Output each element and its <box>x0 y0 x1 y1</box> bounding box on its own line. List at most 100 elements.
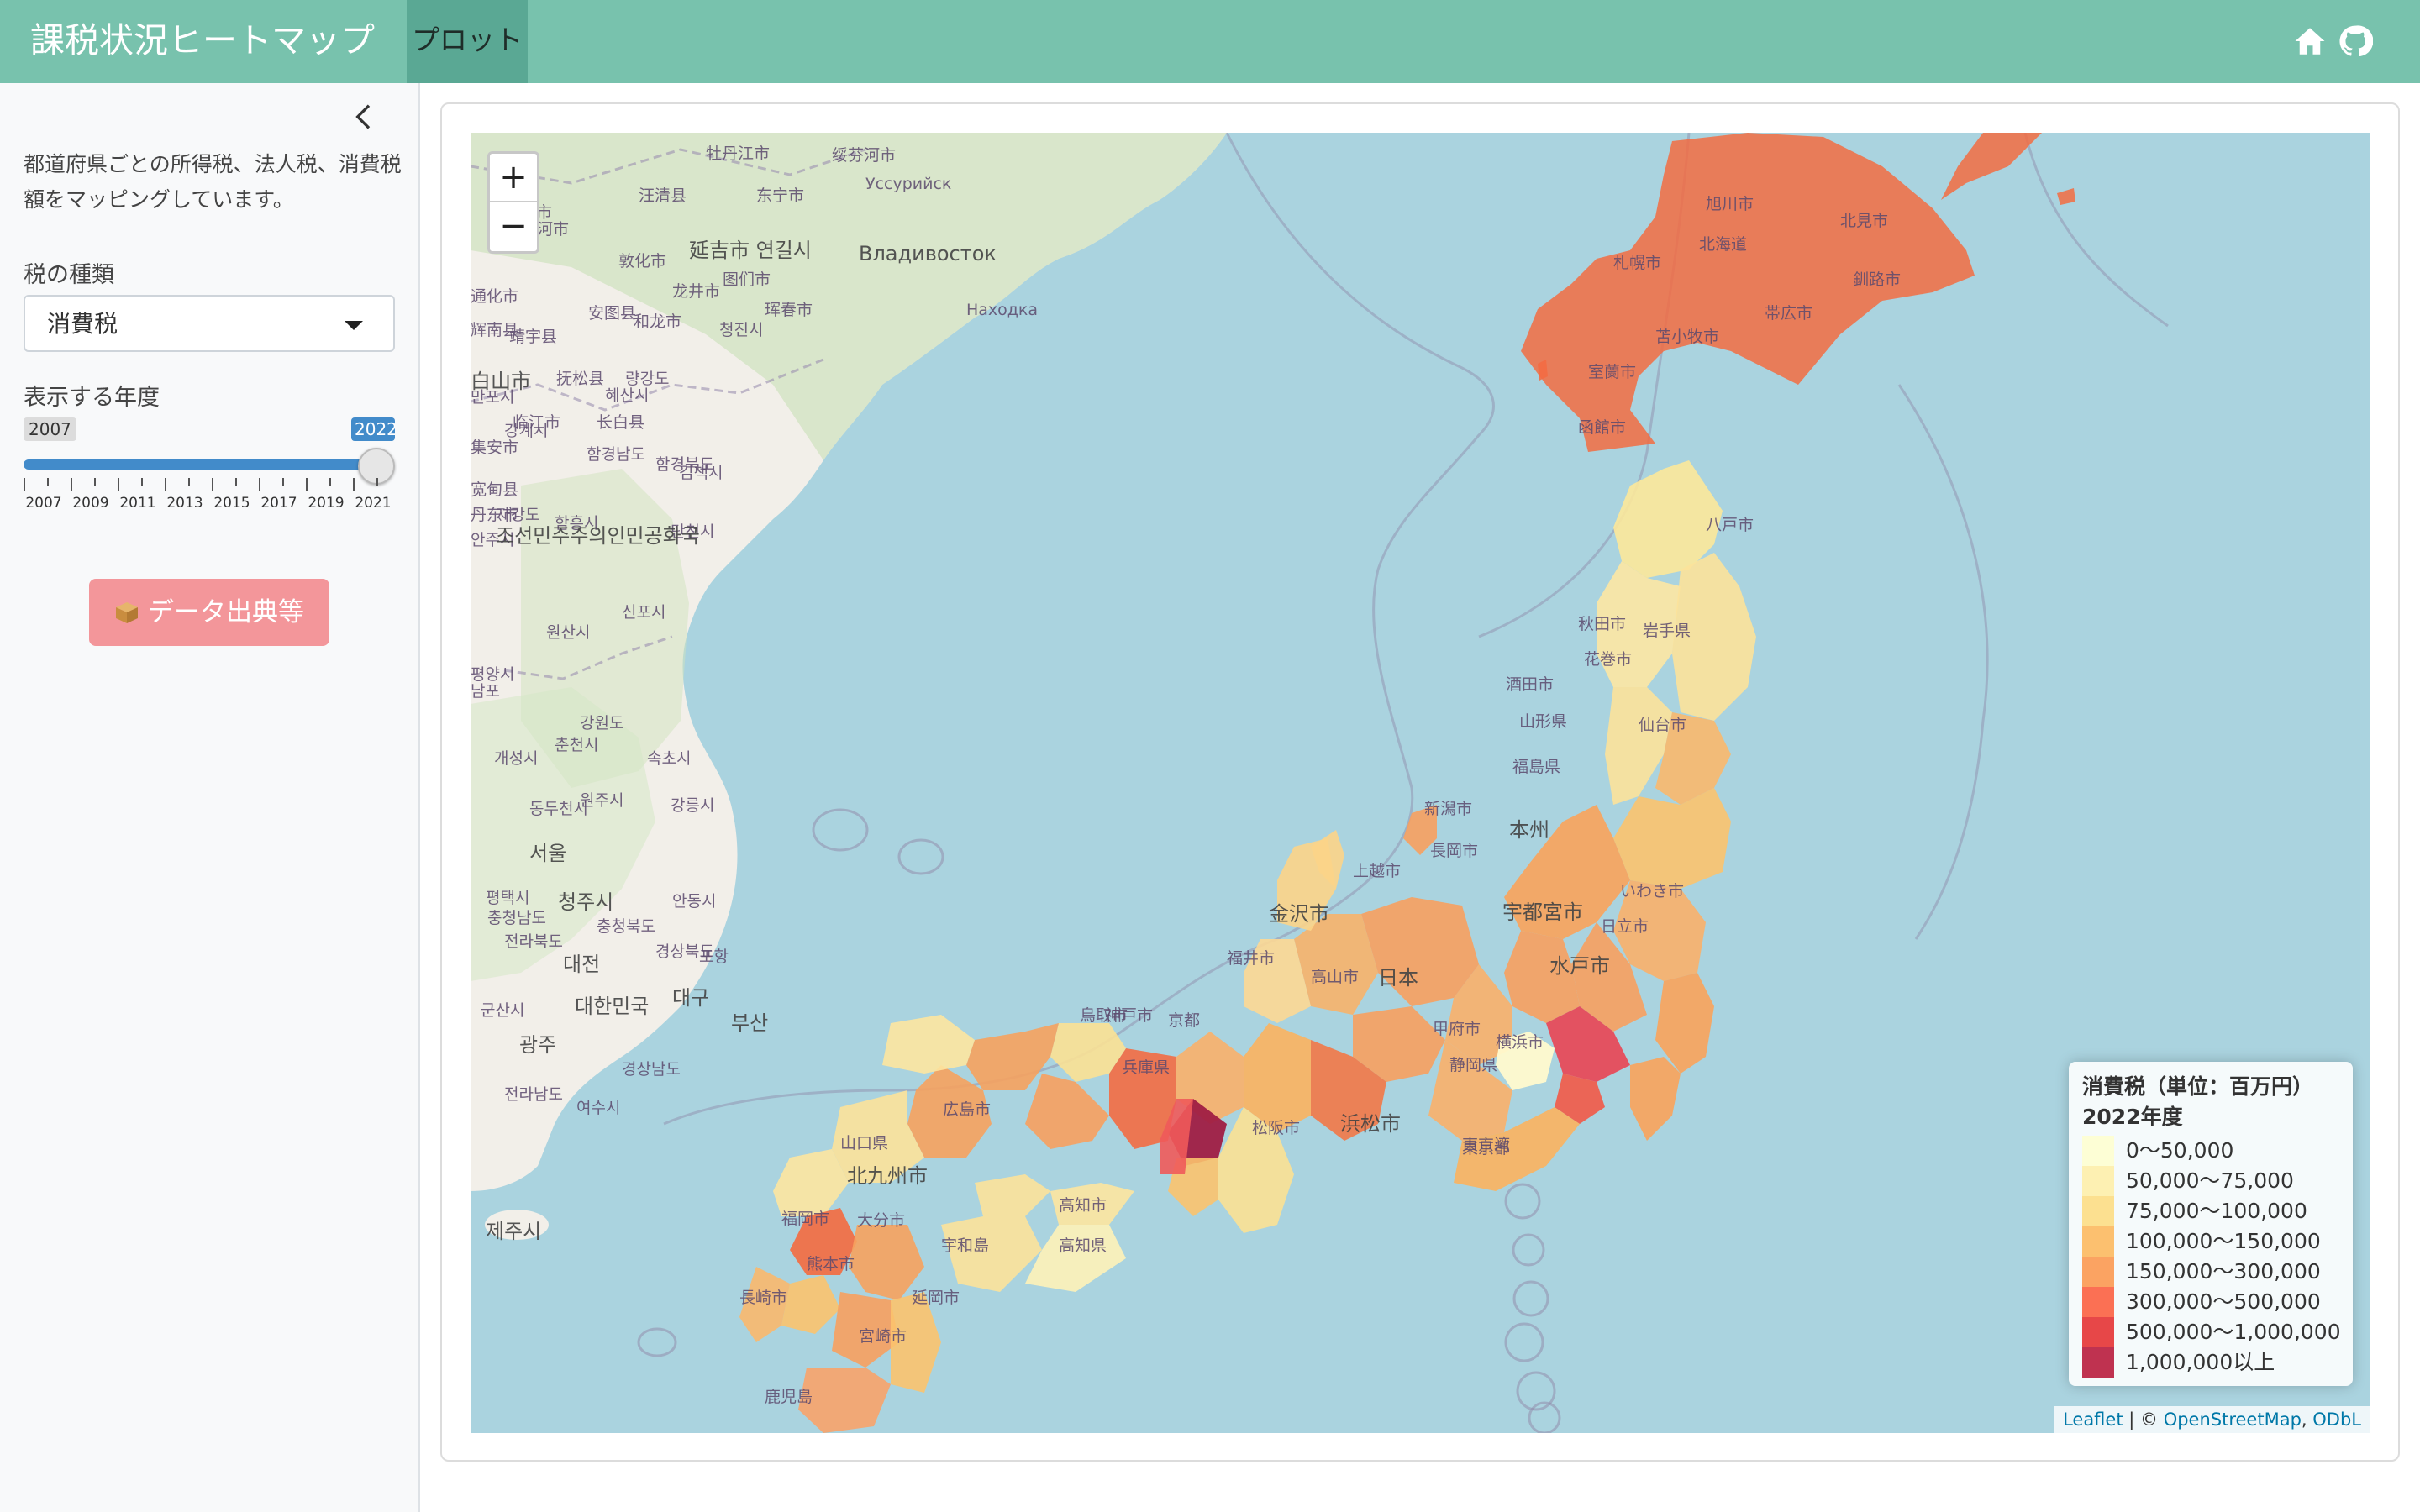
map-place-label: 北九州市 <box>847 1164 928 1188</box>
map-place-label: 충청남도 <box>487 909 546 927</box>
map-place-label: 熊本市 <box>807 1255 855 1273</box>
map-place-label: 대한민국 <box>575 995 650 1018</box>
map-place-label: 군산시 <box>481 1001 525 1020</box>
map-place-label: Уссурийск <box>865 175 952 193</box>
map-place-label: Владивосток <box>859 242 997 265</box>
app-title: 課税状況ヒートマップ <box>30 20 375 60</box>
legend-swatch <box>2082 1257 2114 1287</box>
map-place-label: 兵庫県 <box>1122 1058 1171 1077</box>
slider-tick <box>47 478 49 486</box>
map-place-label: 札幌市 <box>1613 254 1662 272</box>
tab-plot[interactable]: プロット <box>407 0 528 83</box>
tax-type-select[interactable]: 消費税 <box>24 295 395 352</box>
map-place-label: 동두천시 <box>529 800 588 818</box>
map-place-label: 량강도 <box>625 370 670 388</box>
map-place-label: 松阪市 <box>1252 1119 1301 1137</box>
map-place-label: 苫小牧市 <box>1655 328 1720 346</box>
sidebar-description: 都道府県ごとの所得税、法人税、消費税額をマッピングしています。 <box>24 152 402 212</box>
map-place-label: 대구 <box>672 986 710 1010</box>
map-place-label: 山形県 <box>1519 712 1568 731</box>
year-slider-track[interactable] <box>24 459 376 470</box>
slider-value-badge: 2022 <box>351 417 395 441</box>
map-place-label: 静岡県 <box>1449 1056 1498 1074</box>
map-place-label: 전라북도 <box>504 932 563 951</box>
legend-label: 150,000〜300,000 <box>2126 1259 2321 1284</box>
map-place-label: 高知市 <box>1059 1196 1107 1215</box>
attribution-separator: | © <box>2123 1410 2164 1430</box>
map-place-label: 高知県 <box>1059 1236 1107 1255</box>
map-place-label: 高山市 <box>1311 968 1360 986</box>
slider-tick <box>71 478 72 491</box>
map-place-label: 珲春市 <box>765 301 813 319</box>
slider-tick <box>188 478 190 486</box>
map-place-label: 敦化市 <box>618 252 667 270</box>
legend-row: 75,000〜100,000 <box>2082 1196 2339 1226</box>
zoom-in-button[interactable]: + <box>490 154 537 202</box>
year-label: 表示する年度 <box>24 385 160 411</box>
map-base-layer <box>471 133 2169 1433</box>
legend-row: 500,000〜1,000,000 <box>2082 1317 2341 1347</box>
map-place-label: 靖宇县 <box>509 328 558 346</box>
map-place-label: 함흥시 <box>555 514 599 533</box>
legend-swatch <box>2082 1317 2114 1347</box>
legend-swatch <box>2082 1136 2114 1166</box>
map-place-label: 경상남도 <box>622 1060 681 1079</box>
map-place-label: 청진시 <box>719 321 764 339</box>
map-place-label: 和龙市 <box>634 312 682 331</box>
map-place-label: 日本 <box>1378 966 1418 990</box>
map-place-label: 鳥取市 <box>1080 1006 1128 1025</box>
map-place-label: 長岡市 <box>1430 842 1479 860</box>
map-place-label: 延岡市 <box>912 1289 960 1307</box>
map-place-label: 宇都宮市 <box>1502 900 1583 924</box>
map-place-label: 전라남도 <box>504 1085 563 1104</box>
map-place-label: 개성시 <box>494 749 539 768</box>
data-source-button[interactable]: データ出典等 <box>89 579 329 646</box>
odbl-link[interactable]: ODbL <box>2312 1410 2361 1430</box>
map-place-label: 仙台市 <box>1639 716 1687 734</box>
legend-items: 0〜50,000 50,000〜75,000 75,000〜100,000 100,0… <box>2082 1136 2341 1378</box>
openstreetmap-link[interactable]: OpenStreetMap <box>2163 1410 2302 1430</box>
leaflet-link[interactable]: Leaflet <box>2063 1410 2123 1430</box>
legend-label: 75,000〜100,000 <box>2126 1199 2307 1223</box>
map-place-label: 남포 <box>471 682 500 701</box>
home-icon[interactable] <box>2292 24 2328 59</box>
legend-row: 100,000〜150,000 <box>2082 1226 2339 1257</box>
legend-label: 0〜50,000 <box>2126 1138 2234 1163</box>
map-place-label: 신포시 <box>622 603 666 622</box>
map-place-label: 안동시 <box>672 892 717 911</box>
map-place-label: 여수시 <box>576 1099 621 1117</box>
zoom-out-button[interactable]: − <box>499 207 528 245</box>
map-place-label: 图们市 <box>723 270 771 289</box>
map-place-label: 山口県 <box>840 1134 889 1152</box>
map-legend: 消費税（単位：百万円） 2022年度 0〜50,000 50,000〜75,000… <box>2069 1062 2353 1386</box>
map-place-label: 旭川市 <box>1706 195 1754 213</box>
legend-swatch <box>2082 1287 2114 1317</box>
map-place-label: 자강도 <box>496 506 540 524</box>
legend-row: 1,000,000以上 <box>2082 1347 2339 1378</box>
tax-type-selected-value: 消費税 <box>47 310 118 338</box>
heatmap-map[interactable]: 北海道 本州 札幌市 旭川市 北見市 釧路市 帯広市 苫小牧市 室蘭市 函館市 八戸市 秋田市 岩手県花… <box>471 133 2370 1433</box>
legend-row: 300,000〜500,000 <box>2082 1287 2339 1317</box>
attribution-comma: , <box>2301 1410 2313 1430</box>
github-icon[interactable] <box>2338 24 2373 59</box>
map-place-label: 조선민주주의인민공화국 <box>496 524 700 548</box>
map-place-label: 牡丹江市 <box>706 144 771 163</box>
slider-tick <box>235 478 237 486</box>
map-place-label: 延吉市 연길시 <box>689 239 812 262</box>
map-place-label: 원주시 <box>580 791 624 810</box>
slider-tick <box>94 478 96 486</box>
slider-tick <box>24 478 25 491</box>
chevron-left-icon[interactable] <box>348 100 381 134</box>
year-slider-ticks <box>24 478 378 498</box>
map-place-label: 釧路市 <box>1853 270 1902 289</box>
map-place-label: 평택시 <box>486 889 530 907</box>
map-place-label: 汪清县 <box>639 186 687 205</box>
map-place-label: 김책시 <box>679 464 723 482</box>
map-place-label: 충청북도 <box>597 917 655 936</box>
map-attribution: Leaflet | © OpenStreetMap, ODbL <box>2054 1406 2370 1433</box>
map-place-label: 抚松县 <box>556 370 605 388</box>
map-place-label: 청주시 <box>558 890 614 914</box>
slider-tick <box>353 478 355 491</box>
slider-tick <box>165 478 166 491</box>
map-place-label: 京都 <box>1168 1011 1201 1030</box>
